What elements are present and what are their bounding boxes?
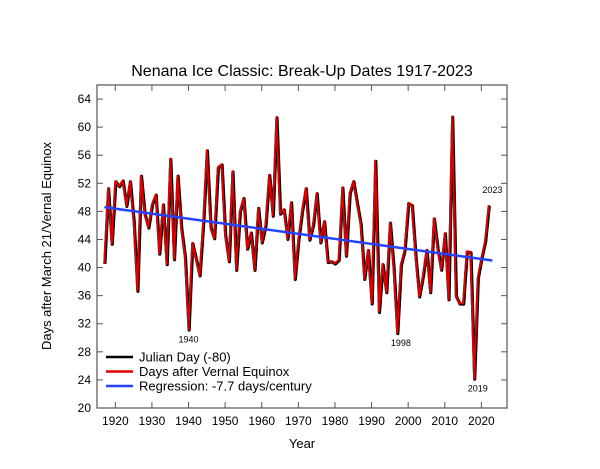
y-tick-label: 24 — [78, 373, 92, 387]
x-tick-label: 2010 — [431, 414, 458, 428]
legend: Julian Day (-80)Days after Vernal Equino… — [106, 350, 312, 394]
chart-title: Nenana Ice Classic: Break-Up Dates 1917-… — [131, 63, 473, 80]
y-tick-label: 32 — [78, 317, 92, 331]
x-tick-label: 1970 — [285, 414, 312, 428]
y-tick-label: 56 — [78, 148, 92, 162]
x-tick-label: 1990 — [358, 414, 385, 428]
x-tick-label: 1920 — [102, 414, 129, 428]
legend-label: Julian Day (-80) — [139, 350, 231, 365]
y-tick-label: 20 — [78, 401, 92, 415]
y-tick-label: 52 — [78, 176, 92, 190]
legend-label: Regression: -7.7 days/century — [139, 379, 312, 394]
plot-frame — [96, 84, 508, 409]
annotation-label: 2023 — [482, 185, 502, 195]
x-tick-label: 1940 — [175, 414, 202, 428]
y-tick-label: 28 — [78, 345, 92, 359]
x-tick-label: 1950 — [212, 414, 239, 428]
x-tick-label: 1980 — [322, 414, 349, 428]
y-tick-label: 64 — [78, 92, 92, 106]
x-tick-label: 2000 — [395, 414, 422, 428]
y-axis-label: Days after March 21/Vernal Equinox — [39, 141, 54, 350]
regression-line — [104, 205, 493, 262]
y-tick-label: 60 — [78, 120, 92, 134]
annotation-label: 1998 — [391, 338, 411, 348]
annotation-label: 1940 — [179, 334, 199, 344]
y-tick-label: 48 — [78, 204, 92, 218]
y-tick-label: 44 — [78, 232, 92, 246]
y-tick-label: 36 — [78, 289, 92, 303]
annotation-label: 2019 — [468, 384, 488, 394]
y-tick-label: 40 — [78, 261, 92, 275]
x-tick-label: 1960 — [248, 414, 275, 428]
x-axis-label: Year — [289, 436, 316, 451]
x-tick-label: 1930 — [139, 414, 166, 428]
x-tick-label: 2020 — [468, 414, 495, 428]
legend-label: Days after Vernal Equinox — [139, 364, 290, 379]
series-line-days-after-equinox — [103, 115, 490, 380]
